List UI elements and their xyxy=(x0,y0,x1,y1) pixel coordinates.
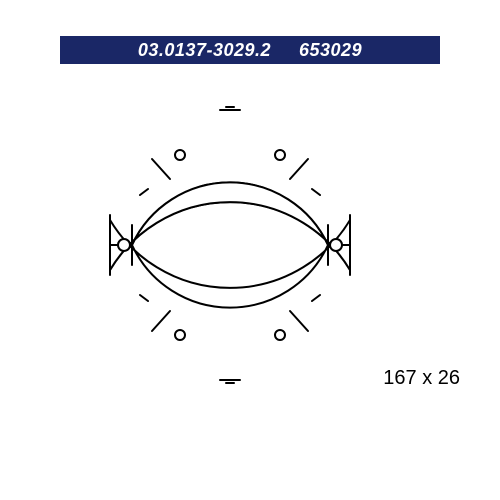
dimension-label: 167 x 26 xyxy=(383,367,460,390)
part-number: 03.0137-3029.2 xyxy=(138,40,271,61)
part-header-bar: 03.0137-3029.2 653029 xyxy=(60,36,440,64)
part-code: 653029 xyxy=(299,40,362,61)
brake-shoe-illustration xyxy=(80,95,380,395)
